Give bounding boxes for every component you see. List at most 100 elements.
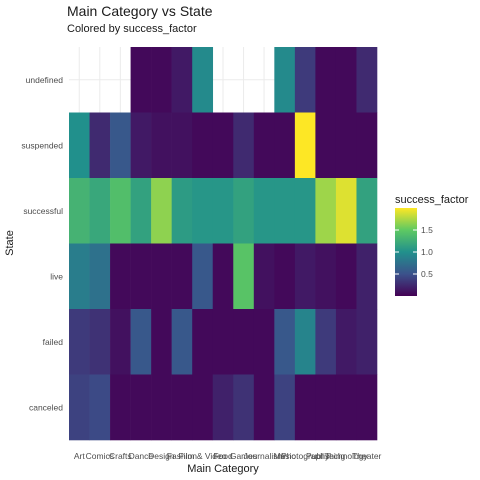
heatmap-cell — [253, 309, 275, 375]
heatmap-cell — [315, 47, 337, 113]
heatmap-cell — [110, 309, 131, 375]
heatmap-cell — [356, 243, 378, 310]
heatmap-cell — [274, 112, 296, 179]
heatmap-cell — [130, 243, 152, 310]
heatmap-cell — [110, 178, 131, 244]
heatmap-cell — [171, 178, 193, 244]
heatmap-cell — [212, 112, 234, 179]
heatmap-cell — [253, 374, 275, 441]
heatmap-cell — [130, 112, 152, 179]
heatmap-cell — [335, 47, 357, 113]
heatmap-cell — [69, 112, 90, 179]
heatmap-cell — [356, 47, 378, 113]
heatmap-cell — [356, 178, 378, 244]
legend-title: success_factor — [395, 194, 469, 206]
heatmap-cell — [110, 243, 131, 310]
heatmap-cell — [294, 374, 316, 441]
x-tick-label: Design — [148, 451, 175, 461]
heatmap-cell — [192, 178, 214, 244]
heatmap-cell — [192, 243, 214, 310]
heatmap-cell — [212, 178, 234, 244]
legend-tick-label: 0.5 — [421, 269, 433, 279]
heatmap-cell — [356, 112, 378, 179]
heatmap-cell — [192, 47, 214, 113]
heatmap-cell — [171, 47, 193, 113]
y-tick-label: canceled — [29, 402, 63, 412]
x-tick-label: Art — [74, 451, 86, 461]
heatmap-cell — [192, 374, 214, 441]
heatmap-cell — [233, 178, 255, 244]
x-tick-label: Theater — [352, 451, 381, 461]
heatmap-cell — [130, 178, 152, 244]
x-tick-label: Dance — [129, 451, 154, 461]
heatmap-cell — [335, 309, 357, 375]
y-axis-ticks: undefined suspended successful live failed ca… — [21, 75, 63, 413]
heatmap-cell — [212, 309, 234, 375]
heatmap-cell — [151, 374, 172, 441]
heatmap-cell — [315, 112, 337, 179]
legend-tick-label: 1.0 — [421, 247, 433, 257]
heatmap-cell — [356, 309, 378, 375]
heatmap-cell — [233, 112, 255, 179]
heatmap-cell — [212, 243, 234, 310]
y-tick-label: undefined — [26, 75, 64, 85]
legend-tick-label: 1.5 — [421, 225, 433, 235]
x-tick-label: Comics — [86, 451, 114, 461]
color-legend: success_factor 0.5 1.0 1.5 — [395, 194, 469, 296]
heatmap-cell — [315, 178, 337, 244]
heatmap-cell — [151, 47, 172, 113]
heatmap-cell — [69, 374, 90, 441]
heatmap-cell — [335, 374, 357, 441]
heatmap-cell — [212, 374, 234, 441]
heatmap-cell — [89, 178, 111, 244]
heatmap-cell — [253, 243, 275, 310]
heatmap-cell — [151, 178, 172, 244]
heatmap-cells — [69, 47, 378, 441]
heatmap-cell — [294, 309, 316, 375]
heatmap-cell — [171, 374, 193, 441]
x-tick-label: Film & Video — [178, 451, 226, 461]
heatmap-cell — [315, 374, 337, 441]
heatmap-cell — [233, 374, 255, 441]
heatmap-cell — [171, 243, 193, 310]
x-tick-label: Fashion — [167, 451, 198, 461]
heatmap-cell — [274, 374, 296, 441]
heatmap-cell — [89, 309, 111, 375]
heatmap-cell — [335, 178, 357, 244]
x-tick-label: Photography — [281, 451, 330, 461]
heatmap-cell — [315, 243, 337, 310]
heatmap-cell — [253, 178, 275, 244]
heatmap-cell — [89, 374, 111, 441]
heatmap-cell — [335, 112, 357, 179]
heatmap-cell — [294, 47, 316, 113]
heatmap-cell — [233, 309, 255, 375]
legend-ticks: 0.5 1.0 1.5 — [395, 225, 433, 279]
heatmap-cell — [151, 309, 172, 375]
heatmap-cell — [69, 243, 90, 310]
heatmap-cell — [130, 374, 152, 441]
y-tick-label: suspended — [21, 140, 63, 150]
heatmap-cell — [233, 243, 255, 310]
x-tick-label: Food — [213, 451, 233, 461]
heatmap-cell — [151, 112, 172, 179]
heatmap-cell — [274, 309, 296, 375]
heatmap-cell — [130, 47, 152, 113]
x-tick-label: Music — [273, 451, 296, 461]
heatmap-cell — [274, 47, 296, 113]
x-tick-label: Games — [230, 451, 257, 461]
heatmap-cell — [253, 112, 275, 179]
heatmap-cell — [294, 112, 316, 179]
x-axis-title: Main Category — [187, 463, 259, 475]
heatmap-cell — [89, 112, 111, 179]
chart-subtitle: Colored by success_factor — [67, 23, 197, 35]
heatmap-cell — [110, 374, 131, 441]
heatmap-cell — [171, 112, 193, 179]
heatmap-cell — [69, 178, 90, 244]
x-tick-label: Technology — [325, 451, 369, 461]
heatmap-cell — [110, 112, 131, 179]
y-tick-label: successful — [23, 206, 63, 216]
chart-title: Main Category vs State — [67, 3, 213, 19]
heatmap-cell — [294, 243, 316, 310]
